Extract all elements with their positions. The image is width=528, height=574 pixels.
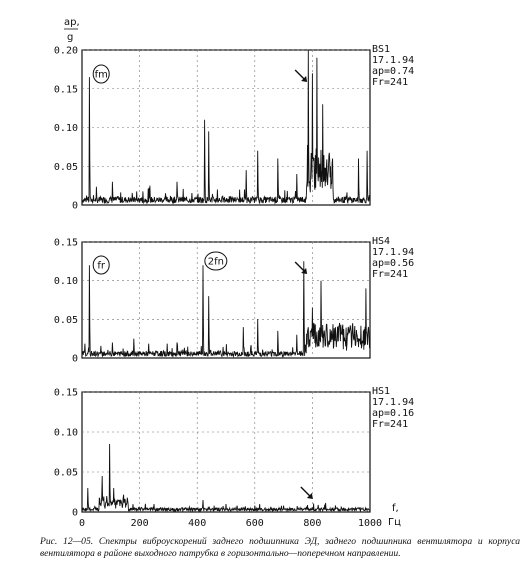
arrow-head-icon bbox=[306, 493, 313, 499]
x-axis-unit-label: Гц bbox=[388, 517, 401, 528]
side-annotation: HS4 bbox=[372, 236, 390, 247]
labels-layer: 00.050.100.150.20 BS117.1.94ap=0.74Fr=241… bbox=[54, 17, 414, 529]
peak-label: 2fn bbox=[208, 257, 224, 268]
y-tick-label: 0.10 bbox=[54, 123, 78, 134]
axes-layer bbox=[81, 49, 371, 513]
x-tick-label: 0 bbox=[79, 518, 85, 529]
y-tick-label: 0.05 bbox=[54, 468, 78, 479]
y-tick-label: 0.10 bbox=[54, 428, 78, 439]
panel-frame-2 bbox=[81, 241, 371, 359]
y-tick-label: 0 bbox=[72, 201, 78, 212]
x-tick-label: 1000 bbox=[358, 518, 382, 529]
y-tick-label: 0.10 bbox=[54, 276, 78, 287]
side-annotation: ap=0.74 bbox=[372, 66, 414, 77]
peak-label: fr bbox=[97, 261, 106, 272]
arrow-head-icon bbox=[301, 76, 308, 82]
x-tick-label: 800 bbox=[303, 518, 321, 529]
side-annotation: Fr=241 bbox=[372, 77, 408, 88]
x-axis-unit-label: f, bbox=[392, 503, 399, 514]
spectrum-trace-2 bbox=[81, 261, 371, 359]
side-annotation: ap=0.16 bbox=[372, 408, 414, 419]
y-tick-label: 0.05 bbox=[54, 315, 78, 326]
y-tick-label: 0.20 bbox=[54, 46, 78, 57]
side-annotation: HS1 bbox=[372, 386, 390, 397]
side-annotation: 17.1.94 bbox=[372, 247, 414, 258]
peak-label: fm bbox=[95, 70, 108, 81]
arrow-icon bbox=[300, 486, 312, 498]
side-annotation: 17.1.94 bbox=[372, 55, 414, 66]
y-tick-label: 0.15 bbox=[54, 388, 78, 399]
peak-marker-circle bbox=[204, 251, 228, 271]
spectrum-trace-1 bbox=[81, 49, 371, 205]
side-annotation: ap=0.56 bbox=[372, 258, 414, 269]
peak-marker-circle bbox=[92, 255, 110, 275]
x-tick-label: 400 bbox=[188, 518, 206, 529]
y-tick-label: 0.15 bbox=[54, 238, 78, 249]
y-tick-label: 0 bbox=[72, 508, 78, 519]
traces-layer bbox=[81, 49, 371, 513]
panel-frame-3 bbox=[81, 391, 371, 513]
y-axis-unit-label: g bbox=[67, 32, 73, 43]
x-tick-label: 600 bbox=[246, 518, 264, 529]
side-annotation: 17.1.94 bbox=[372, 397, 414, 408]
figure-caption: Рис. 12—05. Спектры виброускорений задне… bbox=[40, 536, 520, 559]
panel-frame-1 bbox=[81, 49, 371, 206]
side-annotation: Fr=241 bbox=[372, 269, 408, 280]
arrow-icon bbox=[294, 69, 306, 81]
arrow-icon bbox=[294, 261, 306, 273]
y-tick-label: 0.15 bbox=[54, 84, 78, 95]
side-annotation: BS1 bbox=[372, 44, 390, 55]
x-tick-label: 200 bbox=[131, 518, 149, 529]
peak-marker-circle bbox=[92, 64, 110, 84]
y-tick-label: 0 bbox=[72, 354, 78, 365]
spectrum-trace-3 bbox=[81, 443, 371, 513]
arrow-head-icon bbox=[301, 268, 308, 274]
side-annotation: Fr=241 bbox=[372, 419, 408, 430]
y-axis-unit-label: ap, bbox=[64, 17, 80, 28]
y-tick-label: 0.05 bbox=[54, 162, 78, 173]
